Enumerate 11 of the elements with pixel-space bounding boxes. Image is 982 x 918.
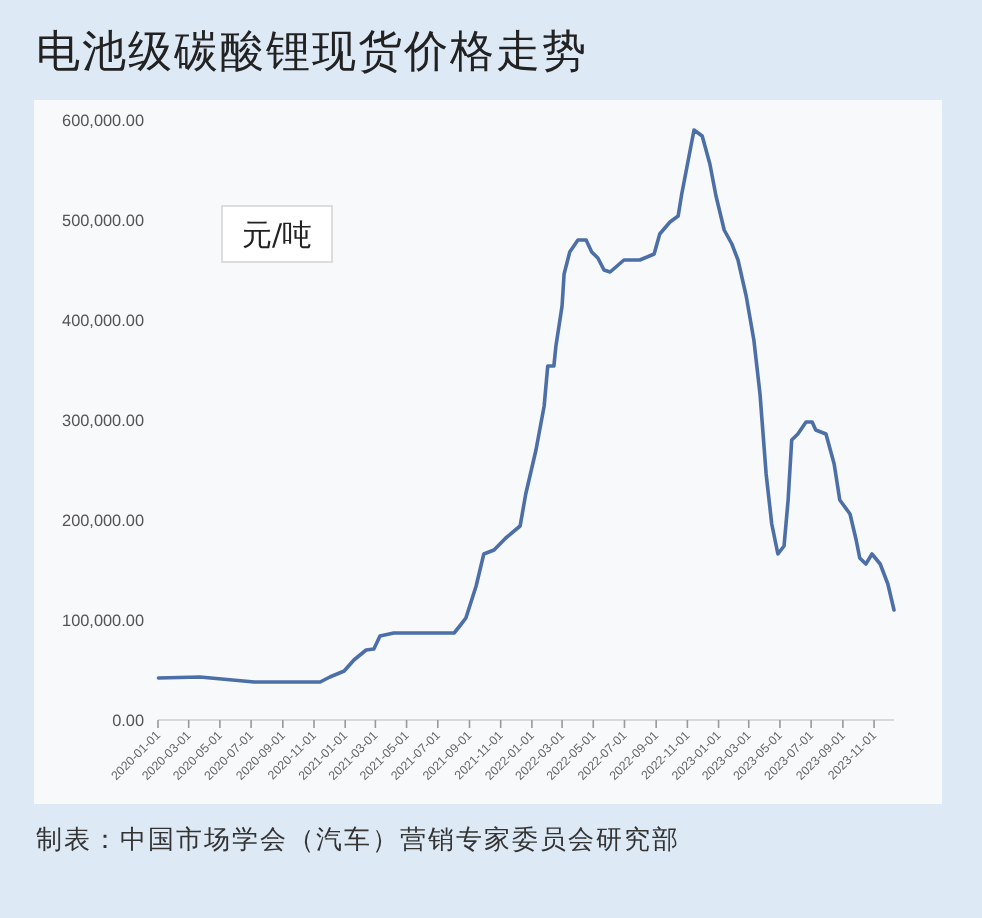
y-tick-label: 400,000.00 xyxy=(62,312,145,330)
chart-title: 电池级碳酸锂现货价格走势 xyxy=(36,28,588,78)
y-tick-label: 600,000.00 xyxy=(62,112,145,130)
text: 制表：中国市场学会（汽车）营销专家委员会研究部 xyxy=(36,824,680,856)
y-tick-label: 500,000.00 xyxy=(62,212,145,230)
y-tick-label: 0.00 xyxy=(112,712,145,730)
y-tick-label: 200,000.00 xyxy=(62,512,145,530)
y-tick-label: 300,000.00 xyxy=(62,412,145,430)
ylabel: 元/吨 xyxy=(221,205,333,263)
y-tick-label: 100,000.00 xyxy=(62,612,145,630)
y-axis-title: 元/吨 xyxy=(241,217,313,253)
